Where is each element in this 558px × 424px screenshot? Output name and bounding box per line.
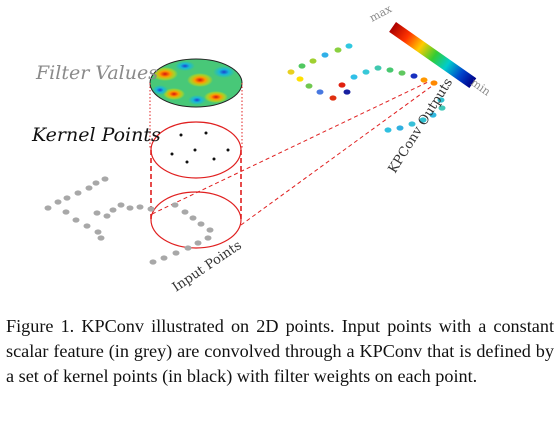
filter-values-label: Filter Values — [35, 62, 158, 84]
kernel-points-label: Kernel Points — [31, 124, 161, 146]
projection-lines — [151, 81, 433, 226]
input-points — [44, 176, 214, 265]
kpconv-outputs-label: KPConv Outputs — [386, 76, 456, 176]
filter-values-disc — [149, 58, 243, 108]
colorbar — [389, 22, 477, 89]
kpconv-diagram: max min Filter Values Kernel Points Inpu… — [31, 2, 493, 295]
kernel-points — [170, 131, 230, 164]
input-neighborhood-ellipse — [150, 191, 242, 249]
colorbar-max-label: max — [367, 2, 394, 25]
kernel-points-ellipse — [150, 121, 242, 179]
output-points — [287, 43, 446, 133]
figure-caption: Figure 1. KPConv illustrated on 2D point… — [6, 316, 554, 386]
